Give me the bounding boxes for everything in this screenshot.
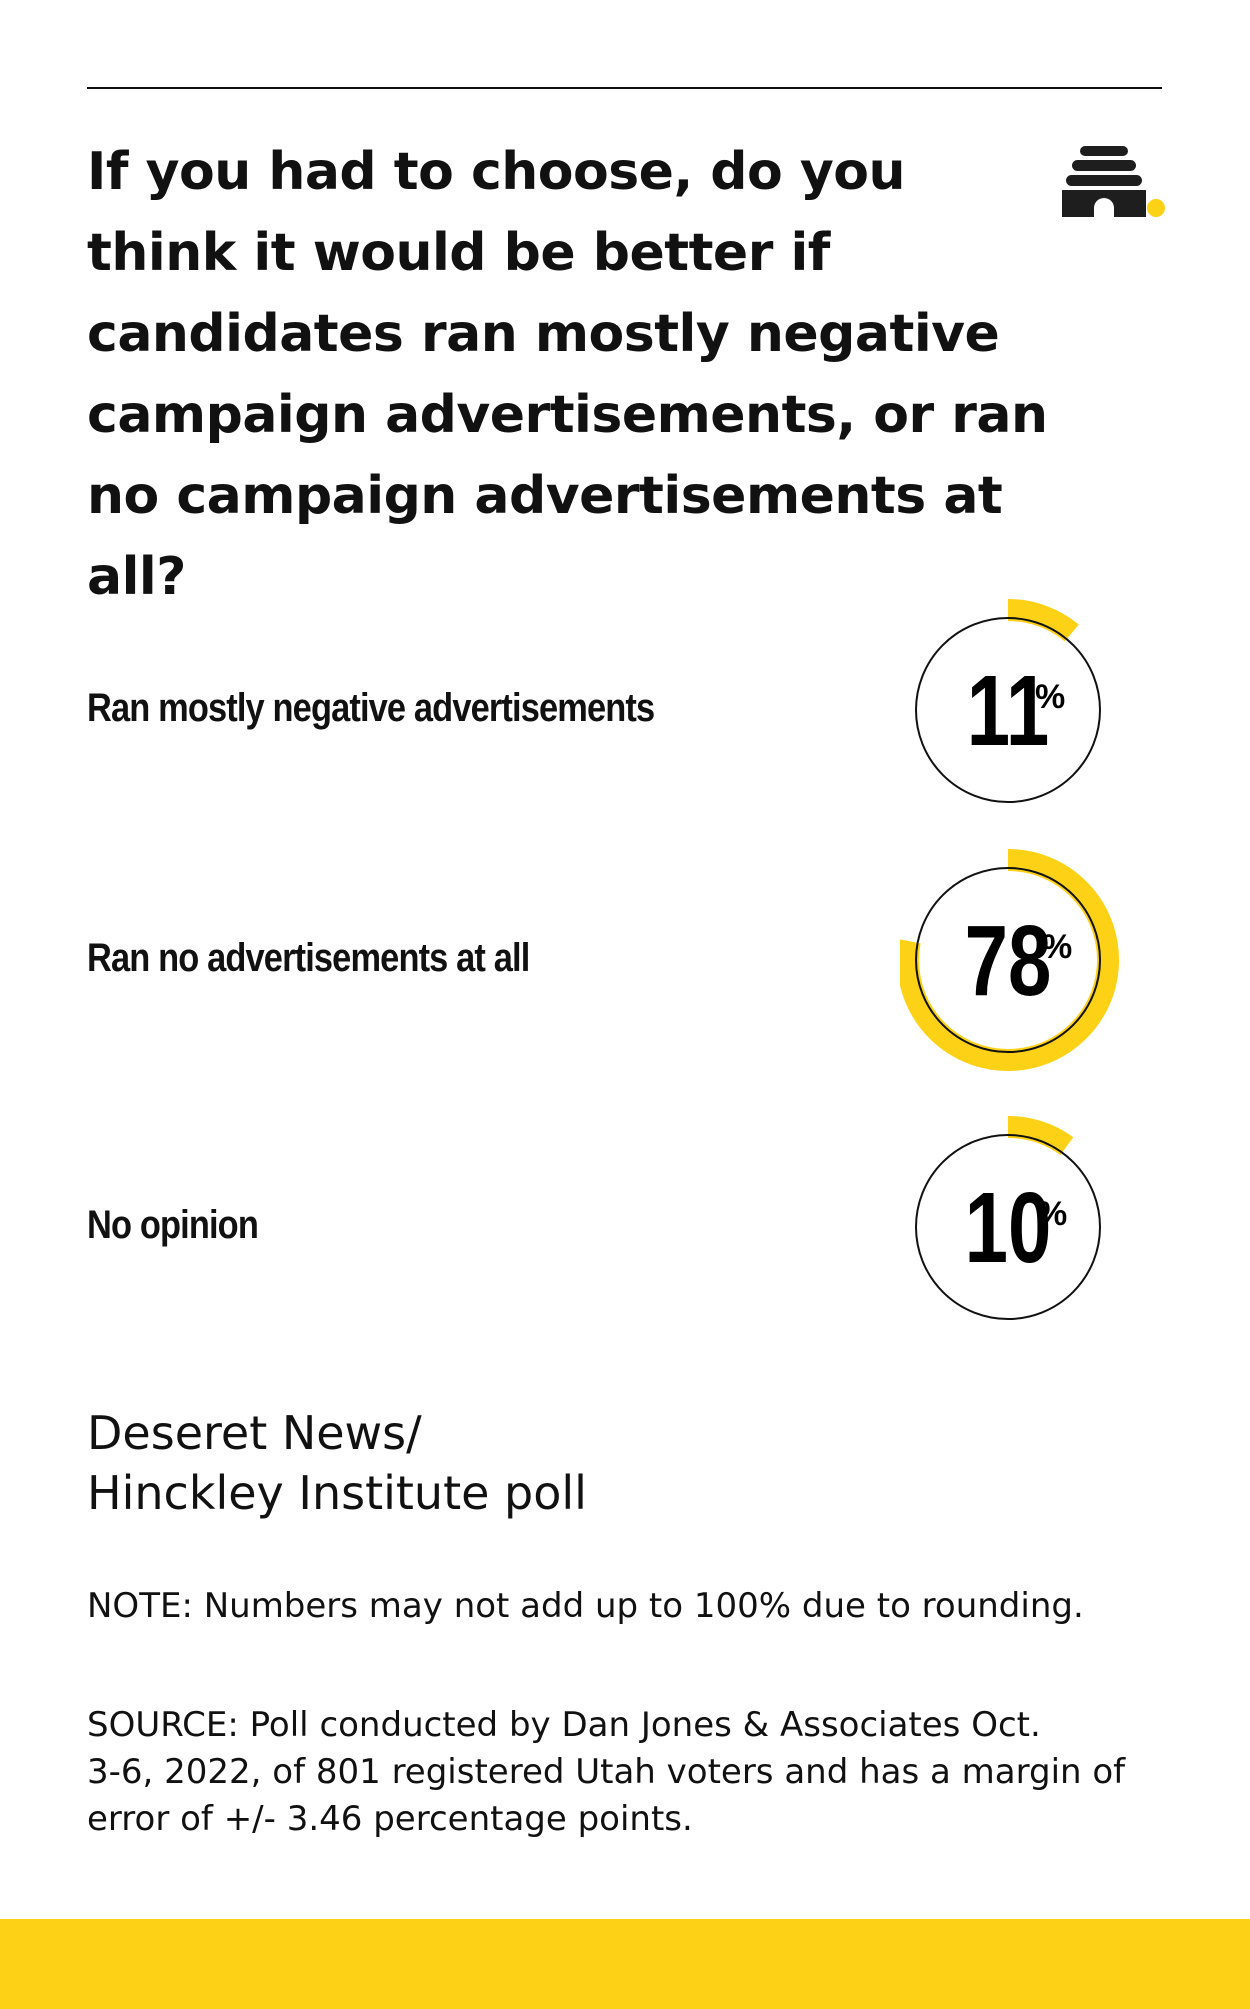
percent-arc bbox=[1007, 1116, 1074, 1156]
note-text: NOTE: Numbers may not add up to 100% due… bbox=[87, 1586, 1084, 1626]
headline-line: campaign advertisements, or ran bbox=[87, 385, 1048, 445]
percent-sign: % bbox=[1037, 1195, 1067, 1233]
headline-line: If you had to choose, do you bbox=[87, 142, 906, 202]
answer-row: No opinion 10 % bbox=[0, 1105, 1250, 1345]
donut-circle bbox=[915, 1134, 1101, 1320]
donut-circle bbox=[915, 617, 1101, 803]
percent-donut: 10 % bbox=[915, 1116, 1101, 1320]
percent-arc bbox=[1007, 599, 1079, 642]
percent-donut: 78 % bbox=[900, 849, 1119, 1071]
source-title-line: Deseret News/ bbox=[87, 1406, 422, 1460]
percent-value: 10 bbox=[965, 1173, 1052, 1285]
footer-bar bbox=[0, 1919, 1250, 2009]
answer-label: Ran mostly negative advertisements bbox=[87, 686, 655, 730]
percent-arc bbox=[900, 849, 1119, 1071]
percent-donut: 11 % bbox=[915, 599, 1101, 803]
top-rule bbox=[87, 87, 1162, 89]
source-title-line: Hinckley Institute poll bbox=[87, 1466, 587, 1520]
source-title: Deseret News/ Hinckley Institute poll bbox=[87, 1403, 1087, 1523]
headline-line: candidates ran mostly negative bbox=[87, 304, 1000, 364]
answer-label: No opinion bbox=[87, 1203, 259, 1247]
source-line: SOURCE: Poll conducted by Dan Jones & As… bbox=[87, 1705, 1041, 1745]
donut-circle bbox=[915, 867, 1101, 1053]
headline: If you had to choose, do you think it wo… bbox=[87, 132, 1087, 618]
headline-line: think it would be better if bbox=[87, 223, 830, 283]
source-text: SOURCE: Poll conducted by Dan Jones & As… bbox=[87, 1702, 1167, 1843]
headline-line: no campaign advertisements at all? bbox=[87, 466, 1003, 607]
answer-row: Ran no advertisements at all 78 % bbox=[0, 838, 1250, 1078]
percent-value: 11 bbox=[967, 656, 1049, 768]
beehive-icon bbox=[1062, 146, 1165, 217]
source-line: 3-6, 2022, of 801 registered Utah voters… bbox=[87, 1752, 1126, 1792]
answer-label: Ran no advertisements at all bbox=[87, 936, 530, 980]
percent-value: 78 bbox=[965, 906, 1052, 1018]
percent-sign: % bbox=[1035, 678, 1065, 716]
source-line: error of +/- 3.46 percentage points. bbox=[87, 1799, 693, 1839]
percent-sign: % bbox=[1042, 928, 1072, 966]
answer-row: Ran mostly negative advertisements 11 % bbox=[0, 588, 1250, 828]
